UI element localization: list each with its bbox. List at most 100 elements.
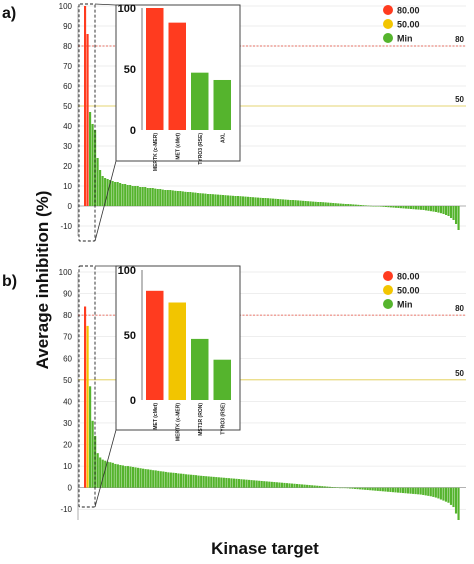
x-axis-title: Kinase target bbox=[211, 539, 319, 558]
data-bar bbox=[124, 184, 127, 206]
data-bar bbox=[366, 487, 369, 491]
data-bar bbox=[114, 182, 117, 206]
data-bar bbox=[324, 202, 327, 206]
data-bar bbox=[129, 185, 132, 206]
data-bar bbox=[419, 487, 422, 495]
data-bar bbox=[374, 487, 377, 491]
data-bar bbox=[404, 487, 407, 494]
y-tick-label: 40 bbox=[63, 397, 72, 406]
data-bar bbox=[283, 482, 286, 488]
y-tick-label: 50 bbox=[63, 102, 72, 111]
y-tick-label: 10 bbox=[63, 462, 72, 471]
data-bar bbox=[275, 482, 278, 488]
data-bar bbox=[131, 186, 134, 206]
data-bar bbox=[376, 487, 379, 491]
zoom-connector bbox=[94, 429, 117, 508]
data-bar bbox=[195, 475, 198, 488]
data-bar bbox=[106, 461, 109, 488]
data-bar bbox=[302, 200, 305, 206]
data-bar bbox=[439, 206, 443, 214]
data-bar bbox=[269, 198, 272, 206]
data-bar bbox=[303, 484, 306, 488]
data-bar bbox=[211, 194, 214, 206]
data-bar bbox=[126, 185, 129, 206]
data-bar bbox=[147, 469, 150, 488]
y-tick-label: 20 bbox=[63, 162, 72, 171]
data-bar bbox=[241, 196, 245, 206]
data-bar bbox=[311, 485, 314, 488]
data-bar bbox=[109, 462, 112, 488]
inset-y-tick-label: 100 bbox=[118, 265, 136, 277]
data-bar bbox=[293, 483, 296, 488]
data-bar bbox=[437, 487, 440, 499]
data-bar bbox=[84, 306, 87, 488]
data-bar bbox=[379, 206, 382, 207]
data-bar bbox=[246, 196, 250, 206]
data-bar bbox=[152, 470, 155, 488]
zoom-connector bbox=[94, 3, 117, 6]
data-bar bbox=[414, 206, 418, 210]
data-bar bbox=[449, 487, 453, 505]
data-bar bbox=[210, 476, 213, 488]
legend-label: Min bbox=[397, 34, 413, 44]
data-bar bbox=[91, 420, 94, 488]
legend-swatch bbox=[383, 299, 393, 309]
data-bar bbox=[401, 487, 405, 494]
data-bar bbox=[236, 196, 240, 206]
data-bar bbox=[253, 480, 256, 488]
data-bar bbox=[394, 487, 397, 493]
y-tick-label: 20 bbox=[63, 441, 72, 450]
inset-category-label: MERTK (c-MER) bbox=[153, 133, 159, 171]
data-bar bbox=[129, 466, 132, 488]
data-bar bbox=[270, 481, 273, 488]
data-bar bbox=[287, 199, 290, 206]
data-bar bbox=[86, 325, 89, 488]
y-tick-label: 80 bbox=[63, 42, 72, 51]
data-bar bbox=[104, 460, 107, 488]
data-bar bbox=[292, 200, 295, 206]
data-bar bbox=[319, 202, 322, 206]
data-bar bbox=[377, 206, 380, 207]
data-bar bbox=[389, 206, 392, 208]
data-bar bbox=[239, 196, 242, 206]
data-bar bbox=[230, 478, 233, 488]
data-bar bbox=[134, 467, 137, 488]
inset-y-tick-label: 50 bbox=[124, 64, 136, 76]
data-bar bbox=[304, 201, 307, 206]
data-bar bbox=[294, 200, 297, 206]
data-bar bbox=[229, 195, 232, 206]
data-bar bbox=[307, 201, 310, 206]
data-bar bbox=[234, 196, 237, 206]
data-bar bbox=[354, 487, 357, 489]
legend-label: 50.00 bbox=[397, 286, 420, 296]
data-bar bbox=[396, 487, 400, 493]
data-bar bbox=[151, 188, 154, 206]
inset-bar bbox=[168, 22, 186, 130]
y-tick-label: 60 bbox=[63, 354, 72, 363]
data-bar bbox=[212, 476, 215, 488]
data-bar bbox=[189, 192, 192, 206]
data-bar bbox=[235, 478, 238, 488]
data-bar bbox=[332, 203, 335, 206]
data-bar bbox=[207, 476, 210, 488]
data-bar bbox=[237, 479, 241, 488]
data-bar bbox=[255, 480, 258, 488]
data-bar bbox=[184, 191, 187, 206]
data-bar bbox=[429, 487, 432, 497]
data-bar bbox=[172, 472, 175, 488]
data-bar bbox=[432, 206, 435, 212]
data-bar bbox=[199, 193, 202, 206]
data-bar bbox=[437, 206, 440, 213]
data-bar bbox=[357, 204, 360, 206]
data-bar bbox=[104, 178, 107, 206]
data-bar bbox=[171, 190, 174, 206]
data-bar bbox=[124, 466, 127, 488]
inset-category-label: MST1R (RON) bbox=[198, 403, 204, 436]
panel-b: b) -10 0 10 20 30 40 50 60 70 80 90 100 80 50 0 50 100 MET… bbox=[2, 265, 466, 520]
data-bar bbox=[121, 465, 124, 488]
data-bar bbox=[116, 182, 119, 206]
data-bar bbox=[359, 487, 362, 490]
zoom-connector bbox=[94, 160, 117, 242]
data-bar bbox=[382, 206, 385, 207]
data-bar bbox=[347, 204, 350, 206]
